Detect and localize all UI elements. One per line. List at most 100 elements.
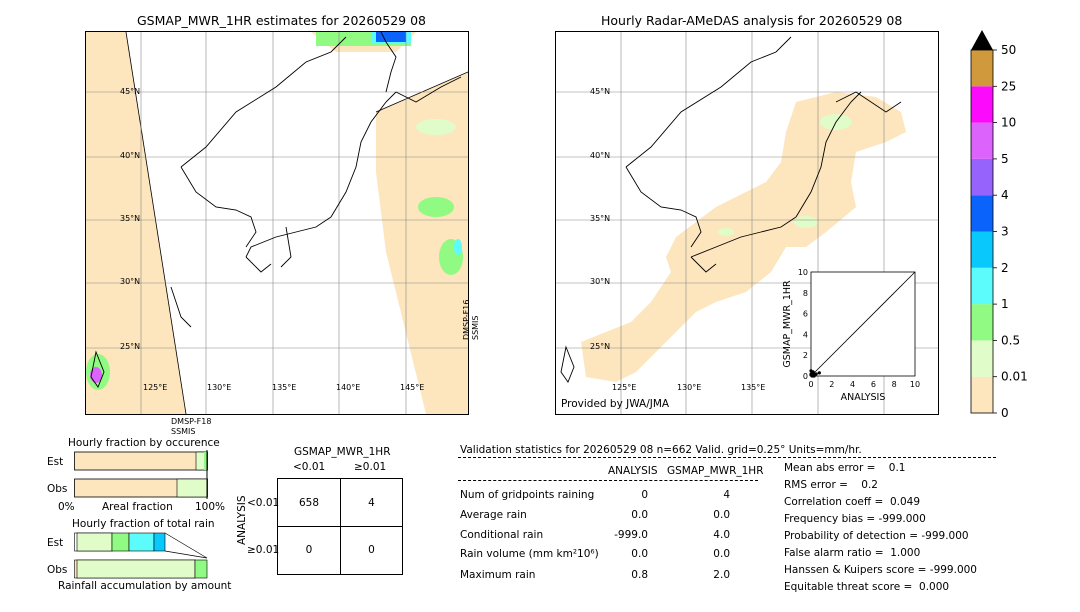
colorbar-segment <box>971 50 993 87</box>
total-rain-axis-label: Rainfall accumulation by amount <box>58 580 232 592</box>
score-line: Equitable threat score = 0.000 <box>784 581 950 593</box>
swath-label-bottom: DMSP-F18 SSMIS <box>171 417 212 436</box>
score-line: Hanssen & Kuipers score = -999.000 <box>784 564 977 576</box>
scatter-ytick-label: 2 <box>803 351 808 360</box>
colorbar-segment <box>971 231 993 268</box>
left-lat-label: 40°N <box>120 151 141 160</box>
rain-patch <box>418 197 454 217</box>
colorbar-tick-label: 25 <box>1001 79 1016 93</box>
scatter-xtick-label: 0 <box>808 380 813 389</box>
right-lon-label: 125°E <box>612 383 637 392</box>
right-lat-label: 30°N <box>590 277 611 286</box>
validation-col-gsmap: GSMAP_MWR_1HR <box>667 465 764 477</box>
right-map: 45°N 40°N 35°N 30°N 25°N 125°E 130°E 135… <box>555 31 939 415</box>
score-line: Mean abs error = 0.1 <box>784 462 906 474</box>
score-line: Probability of detection = -999.000 <box>784 530 969 542</box>
scatter-xtick-label: 10 <box>910 380 920 389</box>
coverage-region <box>581 92 906 382</box>
validation-header: Validation statistics for 20260529 08 n=… <box>460 444 862 456</box>
validation-row-label: Rain volume (mm km²10⁶) <box>460 548 599 560</box>
contingency-col-header: <0.01 <box>293 461 326 473</box>
right-lat-label: 45°N <box>590 87 611 96</box>
scatter-point <box>809 372 813 376</box>
colorbar-segment <box>971 158 993 196</box>
total-rain-row-est: Est <box>47 537 64 549</box>
colorbar-tick-label: 5 <box>1001 152 1009 166</box>
contingency-cell: 0 <box>305 544 313 556</box>
left-coastline <box>90 32 462 388</box>
scatter-xtick-label: 6 <box>871 380 876 389</box>
colorbar-segment <box>971 267 993 305</box>
left-lon-label: 145°E <box>400 383 425 392</box>
contingency-grid: 658 4 0 0 <box>277 478 403 575</box>
validation-header-rule <box>458 457 996 458</box>
colorbar-tick-label: 0.01 <box>1001 370 1028 384</box>
scatter-ytick-label: 0 <box>803 372 808 381</box>
validation-row-gsmap: 4 <box>723 489 730 501</box>
score-line: False alarm ratio = 1.000 <box>784 547 921 559</box>
scatter-xtick-label: 8 <box>892 380 897 389</box>
validation-row-analysis: 0.8 <box>631 569 648 581</box>
right-coastline <box>560 36 902 383</box>
validation-row-analysis: 0.0 <box>631 548 648 560</box>
score-line: Frequency bias = -999.000 <box>784 513 926 525</box>
total-rain-row-obs: Obs <box>47 564 68 576</box>
scatter-ytick-label: 6 <box>803 310 808 319</box>
rain-patch <box>794 216 818 228</box>
rain-patch <box>718 228 734 236</box>
scatter-point <box>817 371 821 375</box>
colorbar-segment <box>971 376 993 413</box>
left-lon-label: 130°E <box>207 383 232 392</box>
scatter-ytick-label: 10 <box>798 268 808 277</box>
scatter-xtick-label: 2 <box>829 380 834 389</box>
colorbar-tick-label: 0.5 <box>1001 333 1020 347</box>
validation-row-label: Maximum rain <box>460 569 536 581</box>
scatter-point <box>814 372 818 376</box>
left-lat-label: 25°N <box>120 342 141 351</box>
rain-patch <box>90 367 102 383</box>
left-lon-label: 140°E <box>336 383 361 392</box>
colorbar-segment <box>971 195 993 232</box>
validation-table-rule <box>458 480 758 481</box>
validation-row-gsmap: 2.0 <box>713 569 730 581</box>
colorbar-tick-label: 2 <box>1001 261 1009 275</box>
right-lat-label: 40°N <box>590 151 611 160</box>
score-line: RMS error = 0.2 <box>784 479 878 491</box>
score-line: Correlation coeff = 0.049 <box>784 496 920 508</box>
scatter-point <box>812 374 816 378</box>
scatter-xlabel: ANALYSIS <box>841 392 886 403</box>
left-map: 45°N 40°N 35°N 30°N 25°N 125°E 130°E 135… <box>85 31 469 415</box>
occurrence-axis-label: Areal fraction <box>102 501 173 513</box>
rain-patch <box>416 119 456 135</box>
contingency-row-header: ≥0.01 <box>247 544 280 556</box>
colorbar: 0 0.01 0.5 1 2 3 4 5 10 25 50 <box>965 30 1045 420</box>
left-lat-label: 30°N <box>120 277 141 286</box>
contingency-cell: 4 <box>368 497 375 509</box>
colorbar-segment <box>971 304 993 341</box>
colorbar-tick-label: 1 <box>1001 297 1009 311</box>
contingency-title: GSMAP_MWR_1HR <box>294 446 391 458</box>
scatter-xtick-label: 4 <box>850 380 855 389</box>
occurrence-bars <box>74 450 208 499</box>
colorbar-tick-label: 0 <box>1001 406 1009 420</box>
right-map-title: Hourly Radar-AMeDAS analysis for 2026052… <box>601 13 903 28</box>
validation-row-gsmap: 4.0 <box>713 529 730 541</box>
colorbar-canvas: 0 0.01 0.5 1 2 3 4 5 10 25 50 <box>970 30 1028 420</box>
swath-label-right: DMSP-F16 SSMIS <box>462 299 480 340</box>
colorbar-tick-label: 10 <box>1001 116 1016 130</box>
colorbar-extend-arrow <box>971 30 993 50</box>
right-lon-label: 135°E <box>741 383 766 392</box>
right-lat-label: 25°N <box>590 342 611 351</box>
scatter-ytick-label: 8 <box>803 289 808 298</box>
occurrence-row-est: Est <box>47 456 64 468</box>
scatter-ylabel: GSMAP_MWR_1HR <box>782 280 793 368</box>
validation-row-analysis: 0.0 <box>631 509 648 521</box>
validation-row-gsmap: 0.0 <box>713 509 730 521</box>
scatter-ytick-label: 4 <box>803 330 808 339</box>
credit-text: Provided by JWA/JMA <box>561 398 670 410</box>
validation-row-gsmap: 0.0 <box>713 548 730 560</box>
colorbar-tick-label: 50 <box>1001 43 1016 57</box>
contingency-cell: 0 <box>368 544 375 556</box>
total-rain-bars <box>74 532 208 579</box>
left-lon-label: 125°E <box>143 383 168 392</box>
